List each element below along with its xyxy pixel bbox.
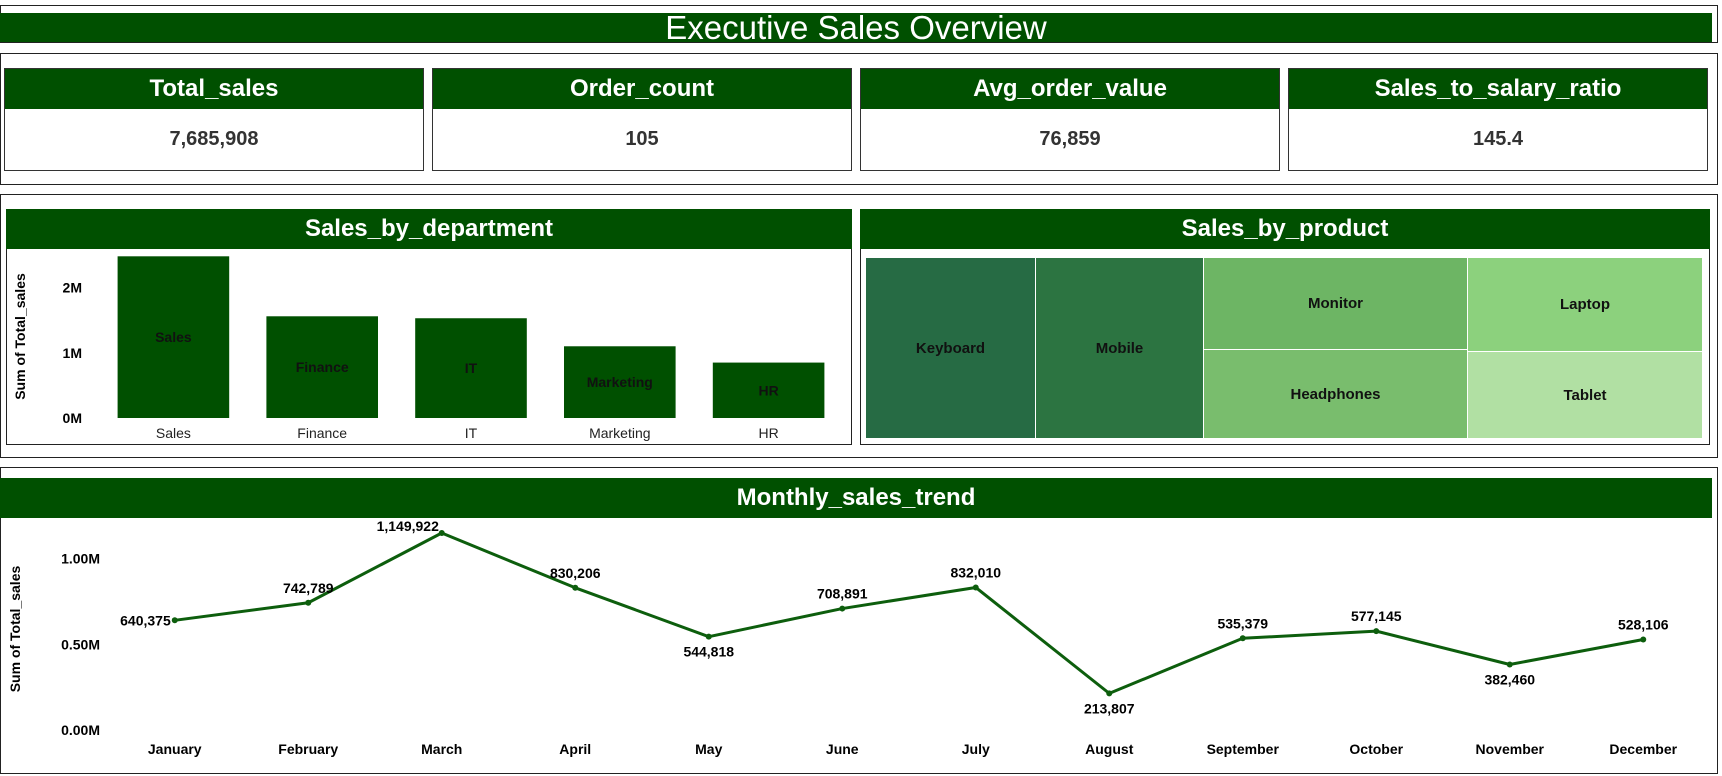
bar — [117, 256, 230, 418]
treemap-cell-laptop: Laptop — [1468, 258, 1703, 352]
bar-label: Marketing — [587, 374, 653, 390]
kpi-value: 76,859 — [1039, 128, 1101, 150]
middle-section — [0, 194, 1718, 458]
y-tick-label: 0.00M — [61, 722, 100, 738]
x-tick-label: September — [1207, 741, 1280, 757]
x-tick-label: June — [826, 741, 859, 757]
data-point — [1106, 690, 1113, 697]
monthly-trend-section — [0, 467, 1718, 774]
data-label: 640,375 — [120, 612, 171, 628]
y-axis-label: Sum of Total_sales — [12, 273, 28, 400]
bar — [712, 362, 825, 418]
data-label: 382,460 — [1484, 671, 1535, 687]
data-point — [1239, 635, 1246, 642]
data-point — [839, 605, 846, 612]
x-tick-label: March — [421, 741, 462, 757]
x-tick-label: April — [559, 741, 591, 757]
x-tick-label: November — [1476, 741, 1545, 757]
kpi-card-order-count: Order_count 105 — [432, 68, 852, 171]
data-label: 535,379 — [1217, 615, 1268, 631]
kpi-section — [0, 53, 1718, 185]
data-label: 742,789 — [283, 580, 334, 596]
y-tick-label: 1.00M — [61, 551, 100, 567]
data-label: 830,206 — [550, 565, 601, 581]
monthly-trend-title: Monthly_sales_trend — [0, 478, 1712, 518]
x-tick-label: February — [278, 741, 338, 757]
x-tick-label: December — [1609, 741, 1677, 757]
data-label: 528,106 — [1618, 617, 1669, 633]
data-point — [972, 584, 979, 591]
data-point — [305, 599, 312, 606]
x-tick-label: Finance — [297, 425, 347, 441]
y-tick-label: 0M — [63, 410, 82, 426]
y-tick-label: 2M — [63, 280, 82, 296]
kpi-card-avg-order-value: Avg_order_value 76,859 — [860, 68, 1280, 171]
treemap-cell-mobile: Mobile — [1036, 258, 1204, 439]
kpi-value: 105 — [625, 128, 659, 150]
kpi-card-total-sales: Total_sales 7,685,908 — [4, 68, 424, 171]
bar-label: HR — [758, 382, 778, 398]
bar-label: IT — [465, 360, 478, 376]
kpi-card-sales-to-salary-ratio: Sales_to_salary_ratio 145.4 — [1288, 68, 1708, 171]
data-label: 1,149,922 — [377, 519, 439, 534]
monthly-line-chart: Sum of Total_sales 0.00M 0.50M 1.00M 640,375… — [7, 519, 1678, 757]
data-point — [1373, 628, 1380, 635]
treemap-cell-headphones: Headphones — [1204, 350, 1468, 439]
data-label: 544,818 — [683, 644, 734, 660]
x-tick-label: IT — [465, 425, 478, 441]
department-chart-title: Sales_by_department — [6, 209, 852, 249]
bar — [564, 346, 676, 418]
kpi-value: 145.4 — [1472, 128, 1524, 150]
x-tick-label: August — [1085, 741, 1134, 757]
department-bar-chart: Sum of Total_sales 0M 1M 2M Sales Sales Financ… — [12, 256, 825, 441]
x-tick-label: May — [695, 741, 722, 757]
y-axis-label: Sum of Total_sales — [7, 566, 23, 693]
data-label: 577,145 — [1351, 608, 1402, 624]
kpi-label: Sales_to_salary_ratio — [1289, 69, 1707, 109]
kpi-label: Total_sales — [5, 69, 423, 109]
data-point — [705, 633, 712, 640]
x-tick-label: Marketing — [589, 425, 650, 441]
kpi-value: 7,685,908 — [169, 128, 259, 150]
data-label: 832,010 — [950, 564, 1001, 580]
bar — [266, 316, 378, 418]
data-point — [1506, 661, 1513, 668]
x-tick-label: Sales — [156, 425, 191, 441]
bar-label: Finance — [296, 359, 349, 375]
data-label: 708,891 — [817, 586, 868, 602]
kpi-label: Order_count — [433, 69, 851, 109]
kpi-label: Avg_order_value — [861, 69, 1279, 109]
bar — [415, 318, 527, 418]
treemap-cell-tablet: Tablet — [1468, 352, 1703, 439]
x-tick-label: October — [1349, 741, 1403, 757]
data-label: 213,807 — [1084, 700, 1135, 716]
y-tick-label: 0.50M — [61, 636, 100, 652]
data-point — [438, 530, 445, 537]
trend-line — [174, 531, 1644, 695]
dashboard-title: Executive Sales Overview — [0, 11, 1712, 44]
data-point — [572, 584, 579, 591]
x-tick-label: July — [962, 741, 990, 757]
x-tick-label: HR — [758, 425, 778, 441]
product-chart-title: Sales_by_product — [860, 209, 1710, 249]
bar-label: Sales — [155, 329, 192, 345]
data-point — [171, 617, 178, 624]
treemap-cell-monitor: Monitor — [1204, 258, 1468, 350]
x-tick-label: January — [148, 741, 202, 757]
product-treemap: Keyboard Mobile Monitor Headphones Lapto… — [866, 258, 1703, 439]
treemap-cell-keyboard: Keyboard — [866, 258, 1036, 439]
y-tick-label: 1M — [63, 345, 82, 361]
data-point — [1640, 636, 1647, 643]
